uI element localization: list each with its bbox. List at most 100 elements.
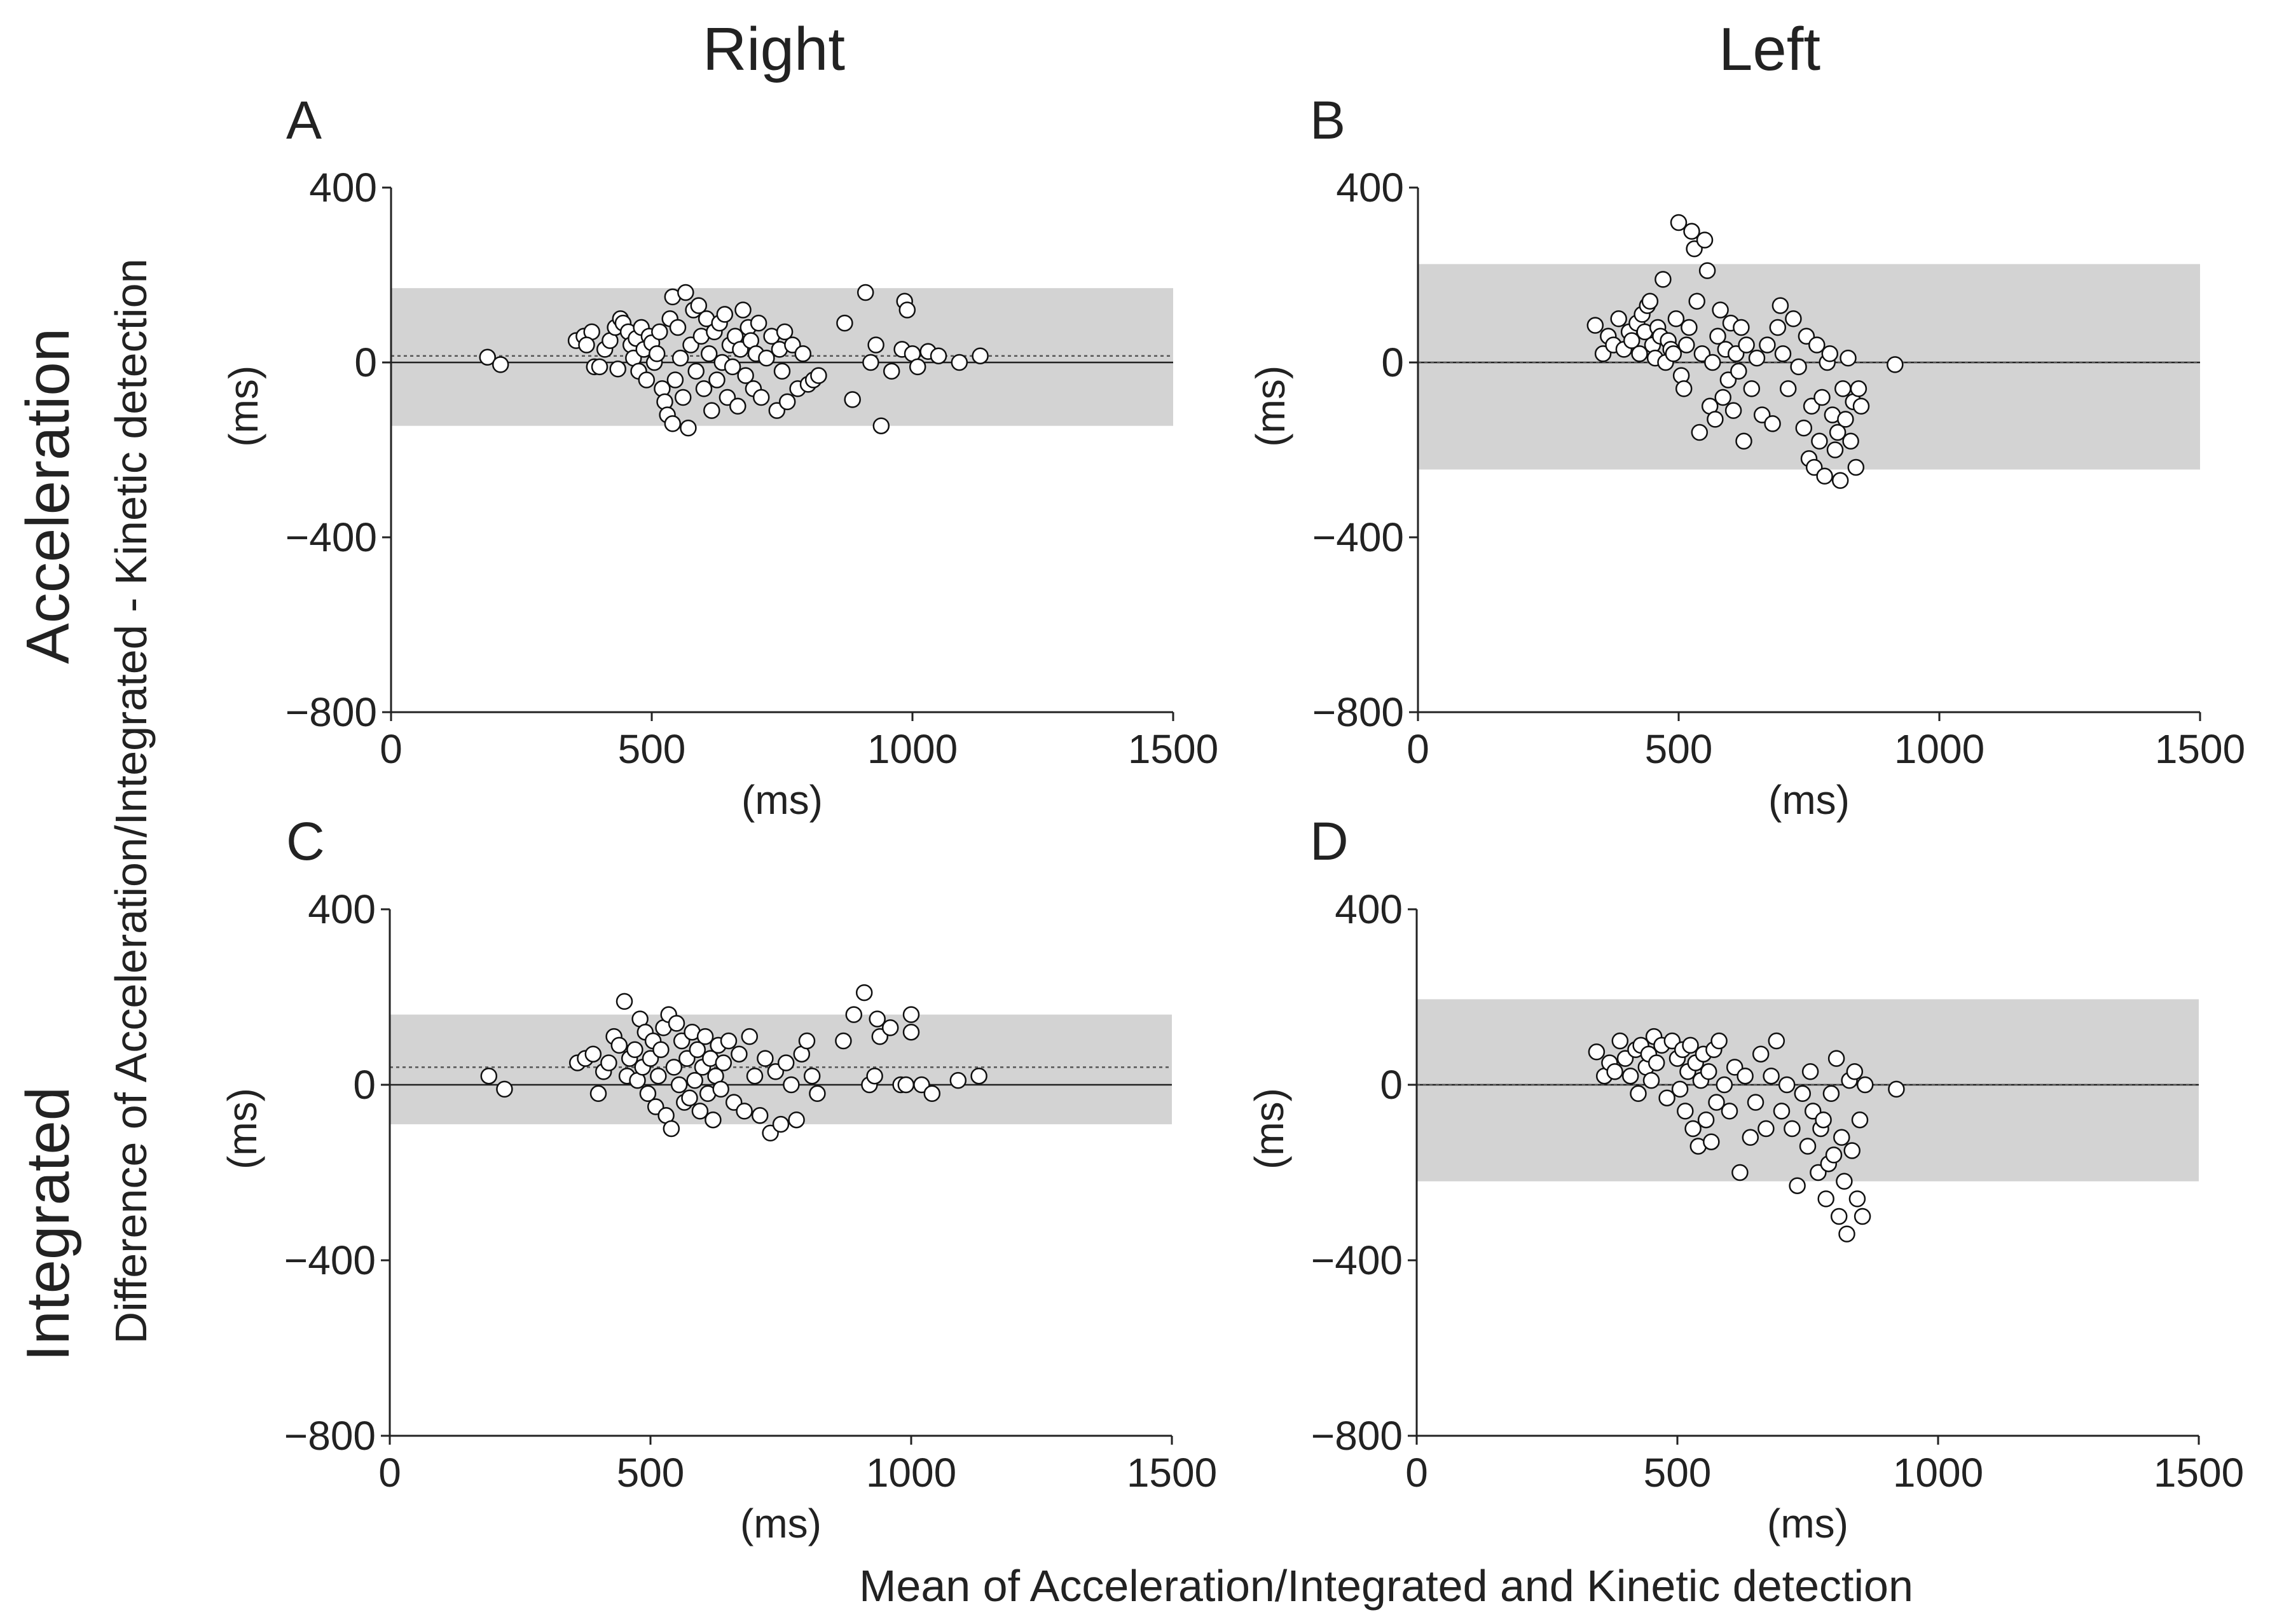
- data-point: [1733, 319, 1750, 336]
- data-point: [1747, 1094, 1764, 1111]
- data-point: [788, 1111, 805, 1129]
- x-axis-unit: (ms): [740, 1501, 822, 1546]
- data-point: [703, 402, 720, 419]
- data-point: [666, 371, 684, 389]
- data-point: [616, 993, 633, 1010]
- x-tick-label: 1000: [867, 726, 958, 772]
- data-point: [650, 1067, 667, 1085]
- data-point: [663, 1120, 680, 1138]
- data-point: [783, 1076, 800, 1094]
- data-point: [1830, 1208, 1848, 1225]
- data-point: [1769, 319, 1787, 336]
- data-point: [1811, 432, 1828, 450]
- panel-letter: D: [1310, 811, 1349, 871]
- data-point: [1721, 1103, 1738, 1120]
- data-point: [1682, 1036, 1699, 1054]
- y-tick-label: 400: [1335, 886, 1403, 932]
- data-point: [736, 1103, 753, 1120]
- data-point: [1846, 1063, 1864, 1080]
- data-point: [1697, 1111, 1715, 1129]
- data-point: [803, 1067, 821, 1085]
- data-point: [1799, 1138, 1817, 1155]
- data-point: [773, 362, 791, 380]
- data-point: [883, 362, 900, 380]
- data-point: [1675, 380, 1693, 397]
- data-point: [855, 984, 873, 1001]
- data-point: [589, 1085, 607, 1103]
- x-tick-label: 1000: [1894, 726, 1985, 772]
- y-tick-label: −400: [1312, 514, 1404, 560]
- x-tick-label: 1500: [1127, 1450, 1217, 1496]
- x-tick-label: 500: [1644, 1450, 1712, 1496]
- data-point: [866, 1067, 883, 1085]
- x-tick-label: 500: [618, 726, 686, 772]
- data-point: [1778, 1076, 1796, 1094]
- data-point: [1611, 1032, 1629, 1050]
- data-point: [856, 284, 874, 301]
- data-point: [1678, 336, 1695, 354]
- data-point: [677, 284, 694, 301]
- data-point: [1623, 332, 1641, 349]
- data-point: [691, 1103, 709, 1120]
- data-point: [923, 1085, 941, 1103]
- x-tick-label: 1500: [2155, 726, 2245, 772]
- data-point: [1831, 472, 1849, 489]
- data-point: [752, 389, 770, 406]
- data-point: [1610, 310, 1627, 327]
- data-point: [1794, 1085, 1812, 1103]
- data-point: [1758, 1120, 1775, 1138]
- data-point: [609, 361, 626, 378]
- x-axis-unit: (ms): [1767, 1501, 1848, 1546]
- data-point: [1681, 319, 1698, 336]
- data-point: [897, 1076, 915, 1094]
- data-point: [1784, 1120, 1801, 1138]
- data-point: [1743, 380, 1761, 397]
- data-point: [869, 1010, 886, 1028]
- data-point: [496, 1080, 513, 1098]
- data-point: [700, 345, 718, 362]
- y-axis-unit: (ms): [1248, 366, 1293, 447]
- data-point: [716, 306, 734, 323]
- data-point: [664, 415, 682, 432]
- data-point: [1700, 1063, 1717, 1080]
- x-tick-label: 0: [378, 1450, 401, 1496]
- data-point: [867, 336, 884, 354]
- data-point: [1774, 345, 1792, 362]
- data-point: [1763, 1067, 1780, 1085]
- x-axis-label: Mean of Acceleration/Integrated and Kine…: [859, 1561, 1913, 1611]
- x-tick-label: 0: [380, 726, 402, 772]
- data-point: [652, 1041, 670, 1059]
- x-tick-label: 500: [617, 1450, 685, 1496]
- data-point: [862, 354, 879, 371]
- data-point: [705, 1111, 722, 1129]
- data-point: [1795, 419, 1813, 437]
- data-point: [1586, 317, 1604, 334]
- panel-letter: C: [286, 811, 325, 871]
- data-point: [1850, 380, 1868, 397]
- y-tick-label: 400: [1336, 165, 1404, 210]
- data-point: [1808, 336, 1826, 354]
- data-point: [1665, 345, 1682, 362]
- data-point: [1851, 1111, 1869, 1129]
- data-point: [902, 1006, 920, 1023]
- data-point: [972, 347, 989, 364]
- y-tick-label: 400: [308, 886, 376, 932]
- data-point: [720, 1032, 738, 1050]
- data-point: [909, 358, 926, 376]
- data-point: [669, 319, 687, 336]
- y-tick-label: 0: [354, 340, 377, 385]
- data-point: [1688, 292, 1705, 310]
- data-point: [479, 348, 496, 366]
- data-point: [1667, 310, 1685, 327]
- data-point: [776, 323, 794, 341]
- panel-letter: A: [286, 90, 322, 150]
- data-point: [1815, 1111, 1832, 1129]
- data-point: [1630, 1085, 1647, 1103]
- data-point: [835, 1032, 852, 1050]
- data-point: [1709, 327, 1726, 345]
- x-tick-label: 0: [1405, 1450, 1428, 1496]
- x-tick-label: 1000: [1893, 1450, 1983, 1496]
